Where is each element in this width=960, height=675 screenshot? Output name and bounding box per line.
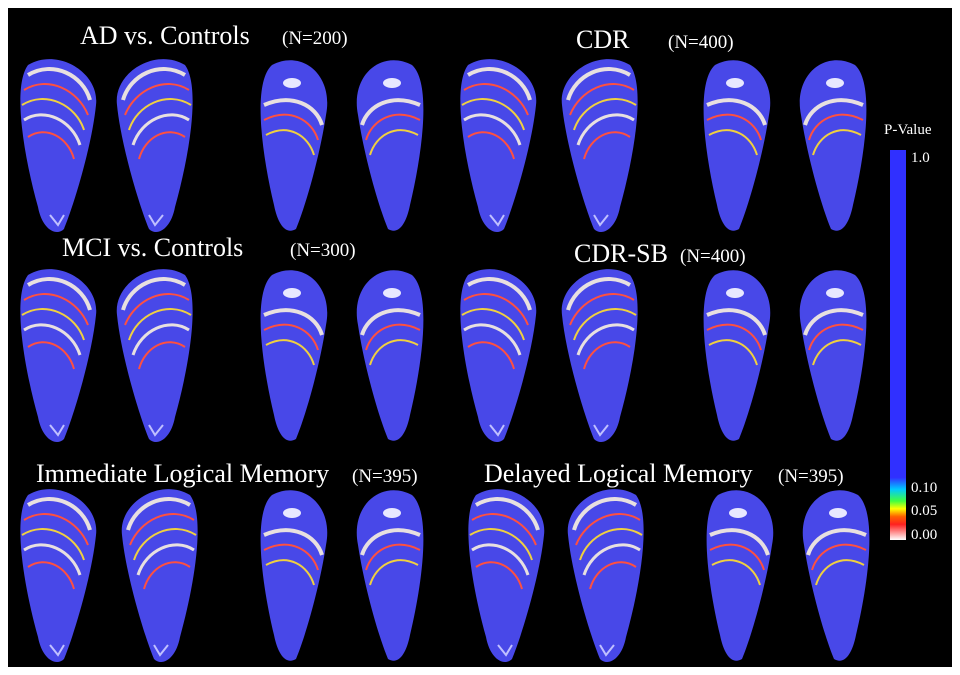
- panel-n: (N=200): [282, 28, 348, 49]
- colorbar-label: 0.10: [911, 480, 937, 496]
- panel-n: (N=395): [778, 466, 844, 487]
- panel-n: (N=400): [668, 32, 734, 53]
- panel-title: CDR: [576, 25, 630, 54]
- panel-title: CDR-SB: [574, 239, 668, 268]
- panel-title: Immediate Logical Memory: [36, 459, 329, 488]
- panel-title: Delayed Logical Memory: [484, 459, 753, 488]
- panel-title: AD vs. Controls: [80, 21, 250, 50]
- colorbar-label: 0.05: [911, 503, 937, 519]
- colorbar-label: 0.00: [911, 527, 937, 543]
- colorbar-title: P-Value: [884, 122, 932, 138]
- panel-n: (N=300): [290, 240, 356, 261]
- colorbar: [890, 150, 906, 540]
- panel-n: (N=400): [680, 246, 746, 267]
- colorbar-label: 1.0: [911, 150, 930, 166]
- panel-n: (N=395): [352, 466, 418, 487]
- figure: AD vs. Controls (N=200) CDR (N=400) MCI …: [0, 0, 960, 675]
- panel-title: MCI vs. Controls: [62, 233, 243, 262]
- page: {"panels": [ {"title": "AD vs. Controls"…: [0, 0, 960, 675]
